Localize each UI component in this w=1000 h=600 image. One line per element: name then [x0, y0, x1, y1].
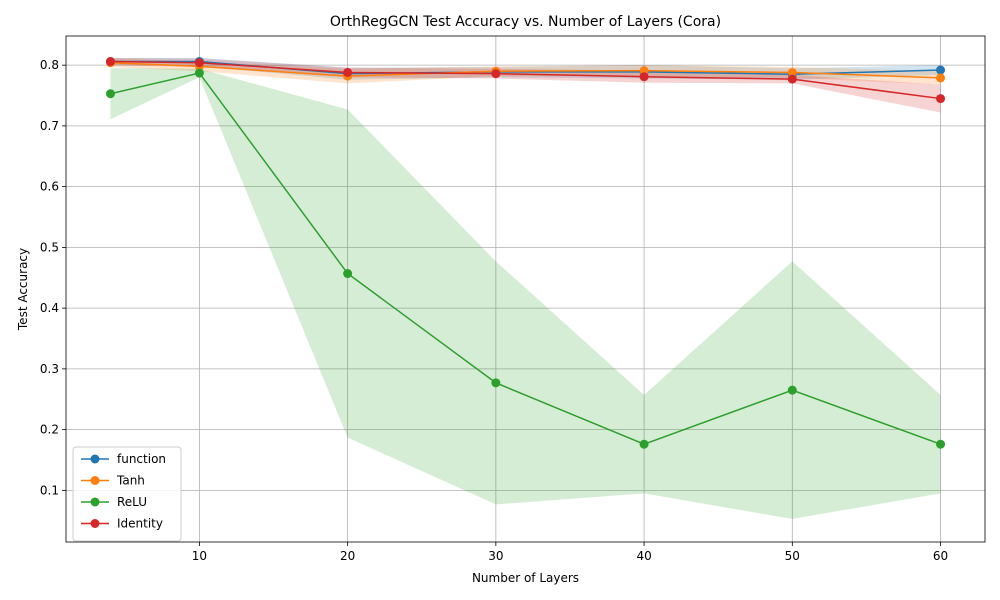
legend-label-relu: ReLU — [117, 495, 147, 509]
axis-ticks: 10 20 30 40 50 60 0.1 0.2 0.3 0.4 0.5 0.6 0.7 0.8 — [40, 58, 948, 563]
y-axis-title: Test Accuracy — [16, 248, 30, 331]
x-tick-label: 60 — [933, 549, 948, 563]
y-tick-label: 0.8 — [40, 58, 59, 72]
legend-label-identity: Identity — [117, 517, 163, 531]
function-point — [936, 65, 946, 75]
x-axis-title: Number of Layers — [472, 571, 579, 585]
tanh-point — [936, 73, 946, 83]
legend-marker-function — [90, 454, 100, 464]
relu-point — [491, 378, 501, 388]
identity-point — [787, 74, 797, 84]
grid-lines — [66, 36, 985, 542]
relu-point — [194, 68, 204, 78]
identity-point — [105, 57, 115, 67]
legend-label-tanh: Tanh — [116, 474, 145, 488]
legend-marker-identity — [90, 519, 100, 528]
relu-point — [105, 89, 115, 99]
relu-point — [343, 269, 353, 279]
legend-box — [72, 446, 182, 542]
y-tick-label: 0.5 — [40, 240, 59, 254]
legend-marker-relu — [90, 497, 100, 507]
tanh-point — [787, 67, 797, 77]
y-tick-label: 0.1 — [40, 483, 59, 497]
x-tick-label: 40 — [636, 549, 651, 563]
series-points — [105, 57, 946, 449]
x-tick-label: 30 — [488, 549, 503, 563]
x-tick-label: 20 — [340, 549, 355, 563]
y-tick-label: 0.4 — [40, 301, 59, 315]
relu-point — [787, 385, 797, 395]
y-tick-label: 0.3 — [40, 362, 59, 376]
identity-point — [194, 58, 204, 68]
identity-point — [639, 72, 649, 82]
relu-band — [110, 68, 941, 519]
identity-point — [343, 67, 353, 77]
identity-point — [491, 69, 501, 79]
legend-label-function: function — [117, 452, 166, 466]
y-tick-label: 0.7 — [40, 119, 59, 133]
plot-frame — [65, 35, 986, 543]
identity-point — [936, 94, 946, 104]
y-tick-label: 0.2 — [40, 423, 59, 437]
legend: function Tanh ReLU Identity — [72, 446, 182, 542]
x-tick-label: 50 — [785, 549, 800, 563]
relu-point — [639, 439, 649, 449]
relu-point — [936, 439, 946, 449]
x-tick-label: 10 — [192, 549, 207, 563]
y-tick-label: 0.6 — [40, 180, 59, 194]
legend-marker-tanh — [90, 476, 100, 485]
chart-title: OrthRegGCN Test Accuracy vs. Number of L… — [330, 14, 721, 30]
